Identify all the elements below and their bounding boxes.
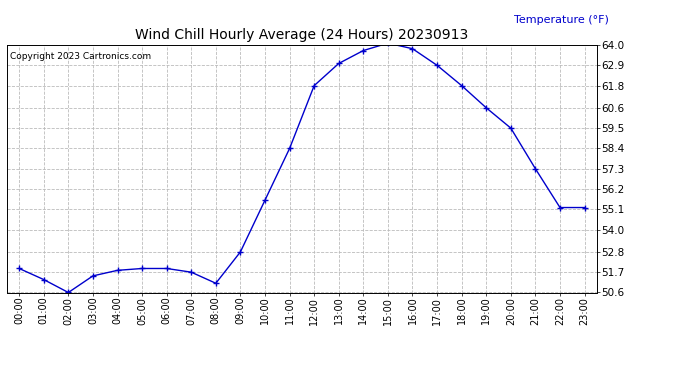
Text: Temperature (°F): Temperature (°F)	[514, 15, 609, 25]
Text: Copyright 2023 Cartronics.com: Copyright 2023 Cartronics.com	[10, 53, 151, 62]
Title: Wind Chill Hourly Average (24 Hours) 20230913: Wind Chill Hourly Average (24 Hours) 202…	[135, 28, 469, 42]
